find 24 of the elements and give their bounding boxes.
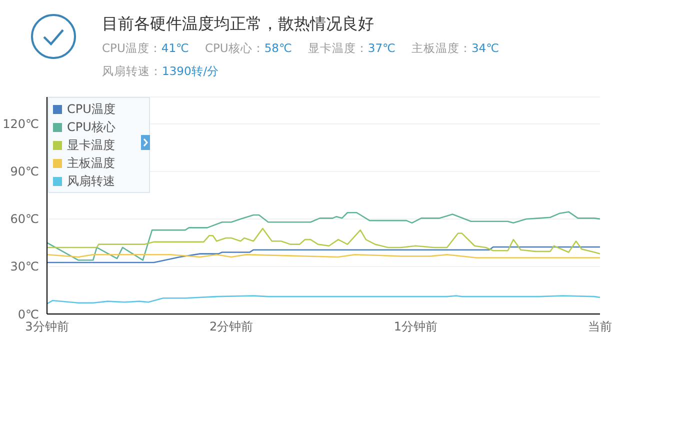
line-series <box>47 246 600 264</box>
y-tick-label: 30℃ <box>10 260 39 274</box>
x-tick-label: 2分钟前 <box>210 320 254 334</box>
x-tick-label: 当前 <box>588 320 612 334</box>
line-series <box>47 211 600 261</box>
y-tick-label: 0℃ <box>18 307 39 322</box>
line-series <box>47 295 600 304</box>
legend-label: CPU温度 <box>67 100 116 118</box>
text: CPU温度：41℃ <box>102 41 189 55</box>
chart-title: 目前各硬件温度均正常，散热情况良好 <box>102 14 374 35</box>
x-tick-label: 1分钟前 <box>394 320 438 334</box>
x-tick-label: 3分钟前 <box>25 320 69 334</box>
legend-label: 显卡温度 <box>67 136 115 154</box>
text: CPU核心：58℃ <box>204 41 292 55</box>
y-tick-label: 90℃ <box>10 164 39 179</box>
text: 风扇转速：1390转/分 <box>102 64 220 78</box>
line-series <box>47 228 600 254</box>
y-tick-label: 60℃ <box>10 212 39 226</box>
legend-label: 主板温度 <box>67 154 115 172</box>
y-tick-label: 120℃ <box>2 117 39 132</box>
legend-label: CPU核心 <box>67 118 116 136</box>
text: 显卡温度：37℃ <box>308 41 396 55</box>
legend-label: 风扇转速 <box>67 172 115 190</box>
text: 主板温度：34℃ <box>411 41 500 55</box>
